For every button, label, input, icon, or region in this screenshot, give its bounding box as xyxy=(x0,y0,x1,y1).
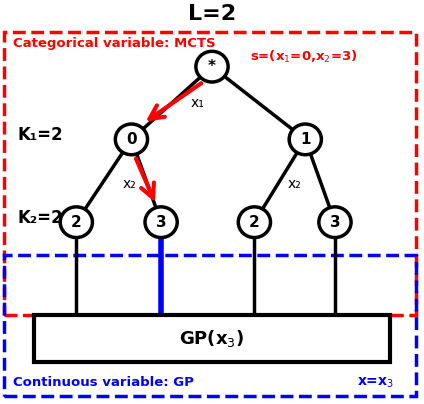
Circle shape xyxy=(145,207,177,238)
Circle shape xyxy=(289,124,321,155)
Text: x₂: x₂ xyxy=(123,177,136,191)
Text: 3: 3 xyxy=(329,215,340,230)
Bar xyxy=(34,315,390,362)
Circle shape xyxy=(319,207,351,238)
Text: K₂=2: K₂=2 xyxy=(17,209,63,227)
Text: 0: 0 xyxy=(126,132,137,147)
Text: 3: 3 xyxy=(156,215,167,230)
Text: 2: 2 xyxy=(71,215,82,230)
Circle shape xyxy=(238,207,271,238)
Text: 2: 2 xyxy=(249,215,260,230)
Circle shape xyxy=(115,124,148,155)
Text: K₁=2: K₁=2 xyxy=(17,126,63,144)
Text: *: * xyxy=(208,59,216,74)
Circle shape xyxy=(60,207,92,238)
Text: L=2: L=2 xyxy=(188,4,236,24)
Text: GP(x$_3$): GP(x$_3$) xyxy=(179,328,245,349)
Text: 1: 1 xyxy=(300,132,310,147)
Bar xyxy=(4,255,416,396)
Text: $\bf{x}$=x$_3$: $\bf{x}$=x$_3$ xyxy=(357,376,394,390)
Text: Continuous variable: GP: Continuous variable: GP xyxy=(13,377,194,389)
Bar xyxy=(4,32,416,315)
Text: x₂: x₂ xyxy=(288,177,301,191)
Text: x₁: x₁ xyxy=(190,96,204,110)
Text: $\bf{s}$=(x$_1$=0,x$_2$=3): $\bf{s}$=(x$_1$=0,x$_2$=3) xyxy=(250,48,358,65)
Circle shape xyxy=(196,51,228,82)
Text: Categorical variable: MCTS: Categorical variable: MCTS xyxy=(13,37,215,50)
